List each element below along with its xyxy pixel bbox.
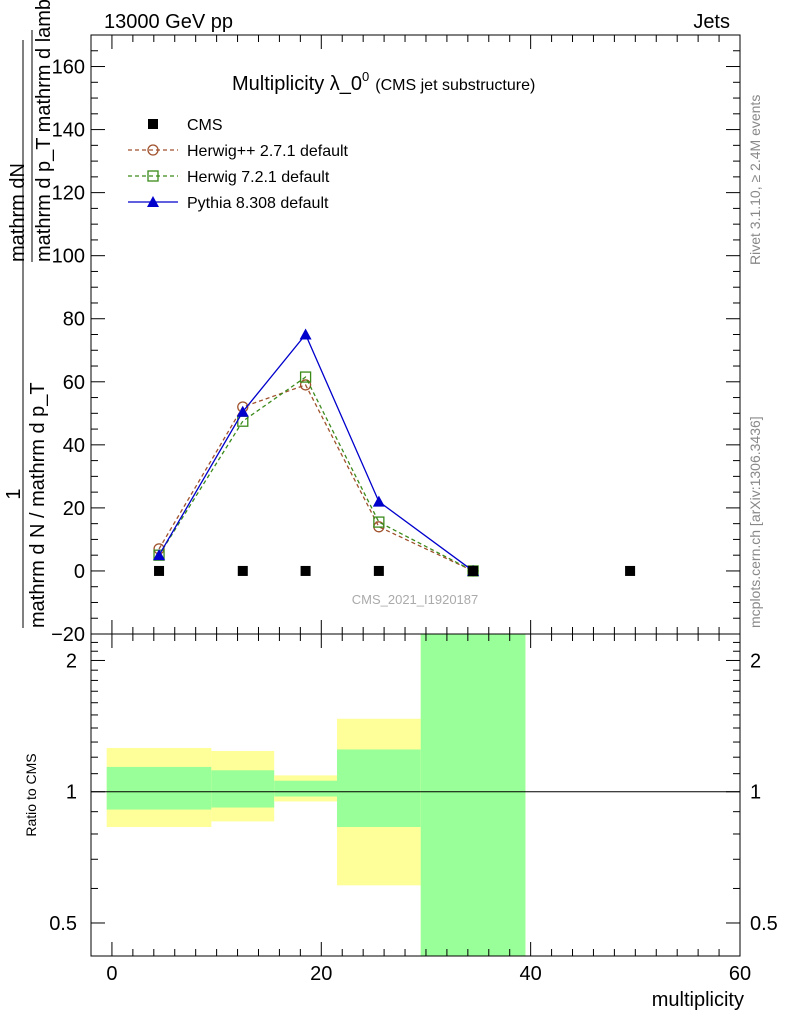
ratio-band-green	[211, 770, 275, 808]
ratio-band-green	[274, 780, 337, 797]
ratio-xlabel: multiplicity	[652, 989, 744, 1011]
ylabel-prefix-numerator: 1	[3, 488, 25, 499]
ylabel-prefix-denominator: mathrm d N / mathrm d p_T	[27, 382, 49, 628]
series-line-pythia-8-308-default	[158, 333, 474, 572]
ratio-frame	[90, 633, 741, 957]
data-point-cms	[237, 565, 248, 576]
mcplots-label: mcplots.cern.ch [arXiv:1306.3436]	[747, 416, 763, 628]
main-ytick-label: 120	[52, 183, 85, 205]
ratio-band-green	[336, 749, 421, 828]
ratio-ytick-label: 2	[66, 650, 77, 672]
ratio-ytick-label-right: 1	[750, 782, 761, 804]
data-point-cms	[468, 565, 479, 576]
data-point-herwig-7-2-1-default	[299, 371, 312, 383]
legend-label: Herwig 7.2.1 default	[187, 169, 330, 186]
ratio-axis: 0.5 0.51 12 20 20 40 60	[49, 634, 778, 985]
legend-marker	[148, 119, 158, 129]
series-cms	[154, 565, 636, 576]
ratio-ylabel: Ratio to CMS	[23, 753, 39, 836]
ratio-xtick-label: 0	[106, 963, 117, 985]
main-ylabel: 1 mathrm d N / mathrm d p_T mathrm dN ma…	[3, 0, 55, 628]
legend-marker	[147, 196, 159, 207]
ratio-band-green	[420, 634, 526, 956]
main-ytick-label: 0	[74, 561, 85, 583]
ylabel-numerator: mathrm dN	[7, 163, 29, 262]
data-point-pythia-8-308-default	[372, 495, 385, 507]
data-point-pythia-8-308-default	[236, 405, 249, 417]
legend-entry-pythia-8-308-default: Pythia 8.308 default	[128, 195, 329, 212]
data-point-pythia-8-308-default	[299, 328, 312, 340]
main-ytick-label: 40	[63, 435, 85, 457]
data-point-cms	[625, 565, 636, 576]
ratio-xtick-label: 20	[310, 963, 332, 985]
data-point-cms	[154, 565, 165, 576]
legend-label: Herwig++ 2.7.1 default	[187, 143, 349, 160]
rivet-label: Rivet 3.1.10, ≥ 2.4M events	[747, 95, 763, 265]
legend-label: Pythia 8.308 default	[187, 195, 329, 212]
ratio-ytick-label: 0.5	[49, 913, 77, 935]
legend-marker	[147, 144, 159, 156]
header-left: 13000 GeV pp	[104, 11, 233, 33]
chart-title: Multiplicity λ_00(CMS jet substructure)	[232, 69, 535, 95]
ratio-xtick-label: 60	[729, 963, 751, 985]
data-point-pythia-8-308-default	[153, 549, 166, 561]
data-point-herwig-2-7-1-default	[299, 379, 312, 391]
main-axis: −20 0 20 40 60 80 100 120 140 160	[51, 34, 741, 646]
analysis-watermark: CMS_2021_I1920187	[352, 592, 479, 607]
ratio-ytick-label-right: 0.5	[750, 913, 778, 935]
ratio-band-green	[106, 766, 212, 810]
legend-entry-herwig-2-7-1-default: Herwig++ 2.7.1 default	[128, 143, 349, 160]
series-pythia-8-308-default	[153, 328, 480, 576]
data-point-cms	[373, 565, 384, 576]
ratio-ytick-label-right: 2	[750, 650, 761, 672]
series-line-herwig-2-7-1-default	[158, 384, 474, 572]
main-ytick-label: 60	[63, 372, 85, 394]
legend: CMS Herwig++ 2.7.1 default Herwig 7.2.1 de…	[128, 117, 349, 212]
main-ytick-label: 20	[63, 498, 85, 520]
ratio-ytick-label: 1	[66, 782, 77, 804]
main-ytick-label: 80	[63, 309, 85, 331]
legend-marker	[147, 170, 159, 182]
main-panel: −20 0 20 40 60 80 100 120 140 160 Multiplicity λ_…	[3, 0, 741, 646]
series-herwig-2-7-1-default	[153, 379, 479, 577]
ratio-panel: 0.5 0.51 12 20 20 40 60 Ratio to CMS multiplic…	[23, 633, 778, 1011]
main-ytick-label: −20	[51, 624, 85, 646]
ratio-xtick-label: 40	[520, 963, 542, 985]
main-ytick-label: 140	[52, 120, 85, 142]
series-line-herwig-7-2-1-default	[158, 376, 474, 572]
legend-label: CMS	[187, 117, 223, 134]
legend-entry-herwig-7-2-1-default: Herwig 7.2.1 default	[128, 169, 330, 186]
main-ytick-label: 160	[52, 57, 85, 79]
main-ytick-label: 100	[52, 246, 85, 268]
legend-entry-cms: CMS	[148, 117, 223, 134]
header-right: Jets	[693, 11, 730, 33]
data-point-herwig-7-2-1-default	[373, 516, 385, 528]
data-point-cms	[300, 565, 311, 576]
ylabel-denominator: mathrm d p_T mathrm d lambda	[33, 0, 55, 262]
